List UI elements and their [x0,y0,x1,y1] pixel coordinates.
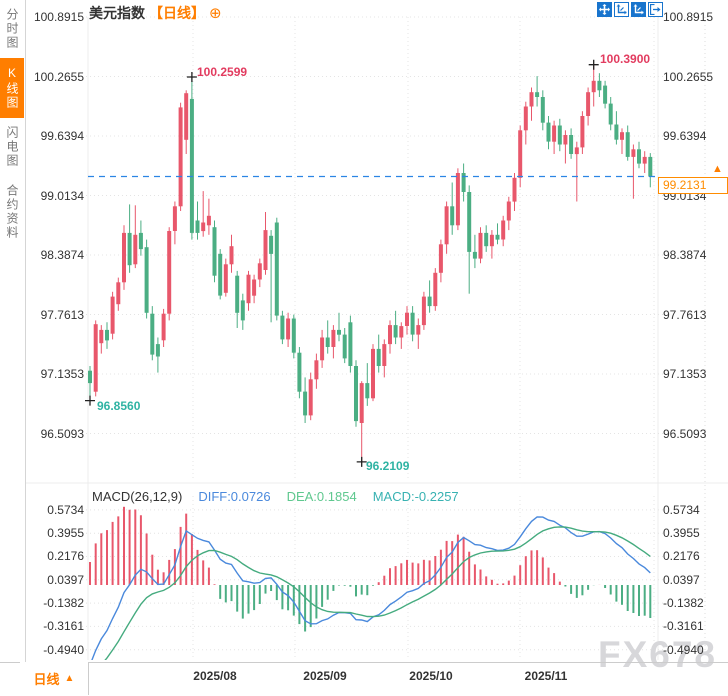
annotation-low-early: 96.8560 [97,399,141,413]
watermark: FX678 [598,634,718,675]
period-selector-arrow-icon: ▲ [64,673,75,684]
current-price-tag: 99.2131 [658,177,728,194]
period-badge: 【日线】 [149,5,205,21]
price-up-arrow-icon: ▲ [712,163,723,175]
axis-scale-icon[interactable] [614,2,629,17]
sidebar-tab-kline[interactable]: K线图 [0,58,24,118]
macd-title: MACD(26,12,9) [92,489,183,504]
chart-header: 美元指数 【日线】 ⊕ [89,3,222,23]
page-title: 美元指数 [89,5,145,21]
axis-scale-active-icon[interactable] [631,2,646,17]
exit-right-icon[interactable] [648,2,663,17]
sidebar-tab-timeline[interactable]: 分时图 [5,8,19,50]
period-selector[interactable]: 日线 ▲ [20,662,89,695]
move-icon[interactable] [597,2,612,17]
sidebar-tab-contract-info[interactable]: 合约资料 [5,184,19,240]
chart-toolbar [597,2,663,17]
annotation-high-early: 100.2599 [197,65,248,79]
sidebar-tab-tickchart[interactable]: 闪电图 [5,126,19,168]
macd-header: MACD(26,12,9) DIFF:0.0726 DEA:0.1854 MAC… [92,489,459,504]
annotation-high-late: 100.3900 [600,52,651,66]
sidebar: 分时图 K线图 闪电图 合约资料 [0,0,26,662]
add-indicator-icon[interactable]: ⊕ [209,5,222,22]
macd-dea-value: DEA:0.1854 [286,489,357,504]
annotation-low-mid: 96.2109 [366,459,410,473]
macd-hist-value: MACD:-0.2257 [372,489,459,504]
bottom-axis-separator [0,662,728,663]
period-selector-label: 日线 [33,672,60,687]
macd-diff-value: DIFF:0.0726 [198,489,271,504]
